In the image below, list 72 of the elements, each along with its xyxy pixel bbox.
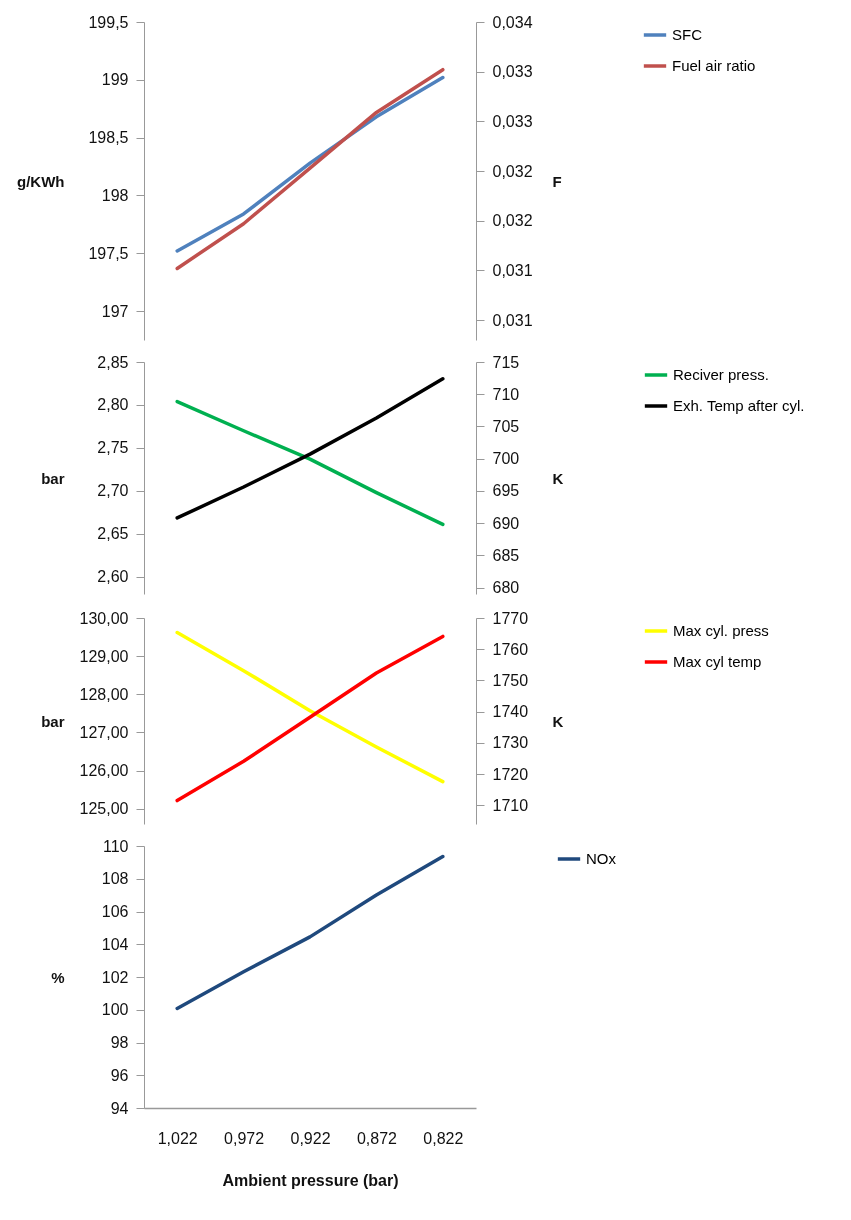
y2-tick-label: 705 [492, 417, 520, 435]
y2-tick-label: 700 [492, 450, 520, 468]
y2-axis-title: K [552, 469, 564, 487]
legend-label: Max cyl temp [673, 653, 762, 670]
y-tick-label: 2,65 [97, 525, 129, 543]
y2-tick-label: 1720 [492, 765, 529, 783]
y-tick-label: 125,00 [79, 800, 129, 818]
y-axis-title: bar [41, 469, 65, 487]
y2-tick-label: 715 [492, 353, 520, 371]
y2-axis-title: F [552, 172, 562, 190]
y2-tick-label: 0,032 [492, 212, 533, 230]
y-tick-label: 96 [110, 1066, 129, 1084]
y2-tick-label: 0,034 [492, 13, 533, 31]
y-tick-label: 98 [110, 1034, 129, 1051]
y-tick-label: 2,75 [97, 439, 129, 457]
y-tick-label: 102 [101, 968, 129, 986]
y2-tick-label: 0,033 [492, 63, 533, 81]
x-tick-label: 1,022 [157, 1129, 198, 1147]
y2-tick-label: 680 [492, 579, 520, 597]
y2-tick-label: 1770 [492, 609, 529, 627]
y2-tick-label: 1740 [492, 703, 529, 721]
y-tick-label: 198,5 [88, 129, 129, 147]
x-tick-label: 0,822 [423, 1129, 464, 1147]
y2-tick-label: 1750 [492, 671, 529, 689]
legend-label: Fuel air ratio [672, 57, 756, 74]
y-tick-label: 199 [101, 71, 129, 89]
y-tick-label: 130,00 [79, 609, 129, 627]
legend-label: Exh. Temp after cyl. [673, 397, 805, 414]
y-tick-label: 100 [101, 1001, 129, 1019]
x-tick-label: 0,872 [356, 1129, 398, 1147]
y2-tick-label: 695 [492, 482, 520, 500]
y2-tick-label: 685 [492, 546, 520, 564]
y-tick-label: 108 [101, 870, 129, 888]
y2-tick-label: 1730 [492, 734, 529, 752]
y-tick-label: 110 [102, 837, 129, 855]
y-tick-label: 197 [101, 302, 129, 320]
y-tick-label: 126,00 [79, 762, 129, 780]
y-axis-title: g/KWh [17, 172, 65, 190]
y2-axis-title: K [552, 712, 564, 730]
y-tick-label: 199,5 [88, 13, 129, 31]
y-tick-label: 2,80 [97, 396, 129, 414]
legend-label: NOx [586, 850, 617, 867]
legend-label: Reciver press. [673, 366, 769, 383]
y-tick-label: 94 [110, 1099, 129, 1117]
y-tick-label: 198 [101, 186, 129, 204]
x-axis-title: Ambient pressure (bar) [222, 1171, 399, 1189]
legend-label: SFC [672, 26, 703, 43]
line-series [175, 377, 445, 520]
y2-tick-label: 1710 [492, 796, 529, 814]
y2-tick-label: 0,033 [492, 112, 533, 130]
x-tick-label: 0,922 [290, 1129, 331, 1147]
x-tick-label: 0,972 [224, 1129, 265, 1147]
y-tick-label: 2,60 [97, 568, 129, 586]
y-tick-label: 197,5 [88, 244, 129, 262]
y-axis-title: bar [41, 712, 65, 730]
y2-tick-label: 690 [492, 514, 520, 532]
y-tick-label: 104 [101, 935, 129, 953]
y2-tick-label: 0,031 [492, 311, 533, 329]
y-tick-label: 106 [101, 903, 129, 920]
y2-tick-label: 0,031 [492, 261, 533, 279]
y-tick-label: 128,00 [79, 685, 129, 703]
y-tick-label: 2,70 [97, 482, 129, 500]
line-series [175, 399, 445, 527]
y2-tick-label: 710 [492, 385, 520, 403]
y-axis-title: % [51, 968, 65, 986]
y2-tick-label: 0,032 [492, 162, 533, 180]
line-series [175, 854, 445, 1011]
y2-tick-label: 1760 [492, 640, 529, 658]
legend-label: Max cyl. press [673, 622, 769, 639]
y-tick-label: 2,85 [97, 353, 129, 371]
y-tick-label: 127,00 [79, 723, 129, 741]
y-tick-label: 129,00 [79, 647, 129, 665]
